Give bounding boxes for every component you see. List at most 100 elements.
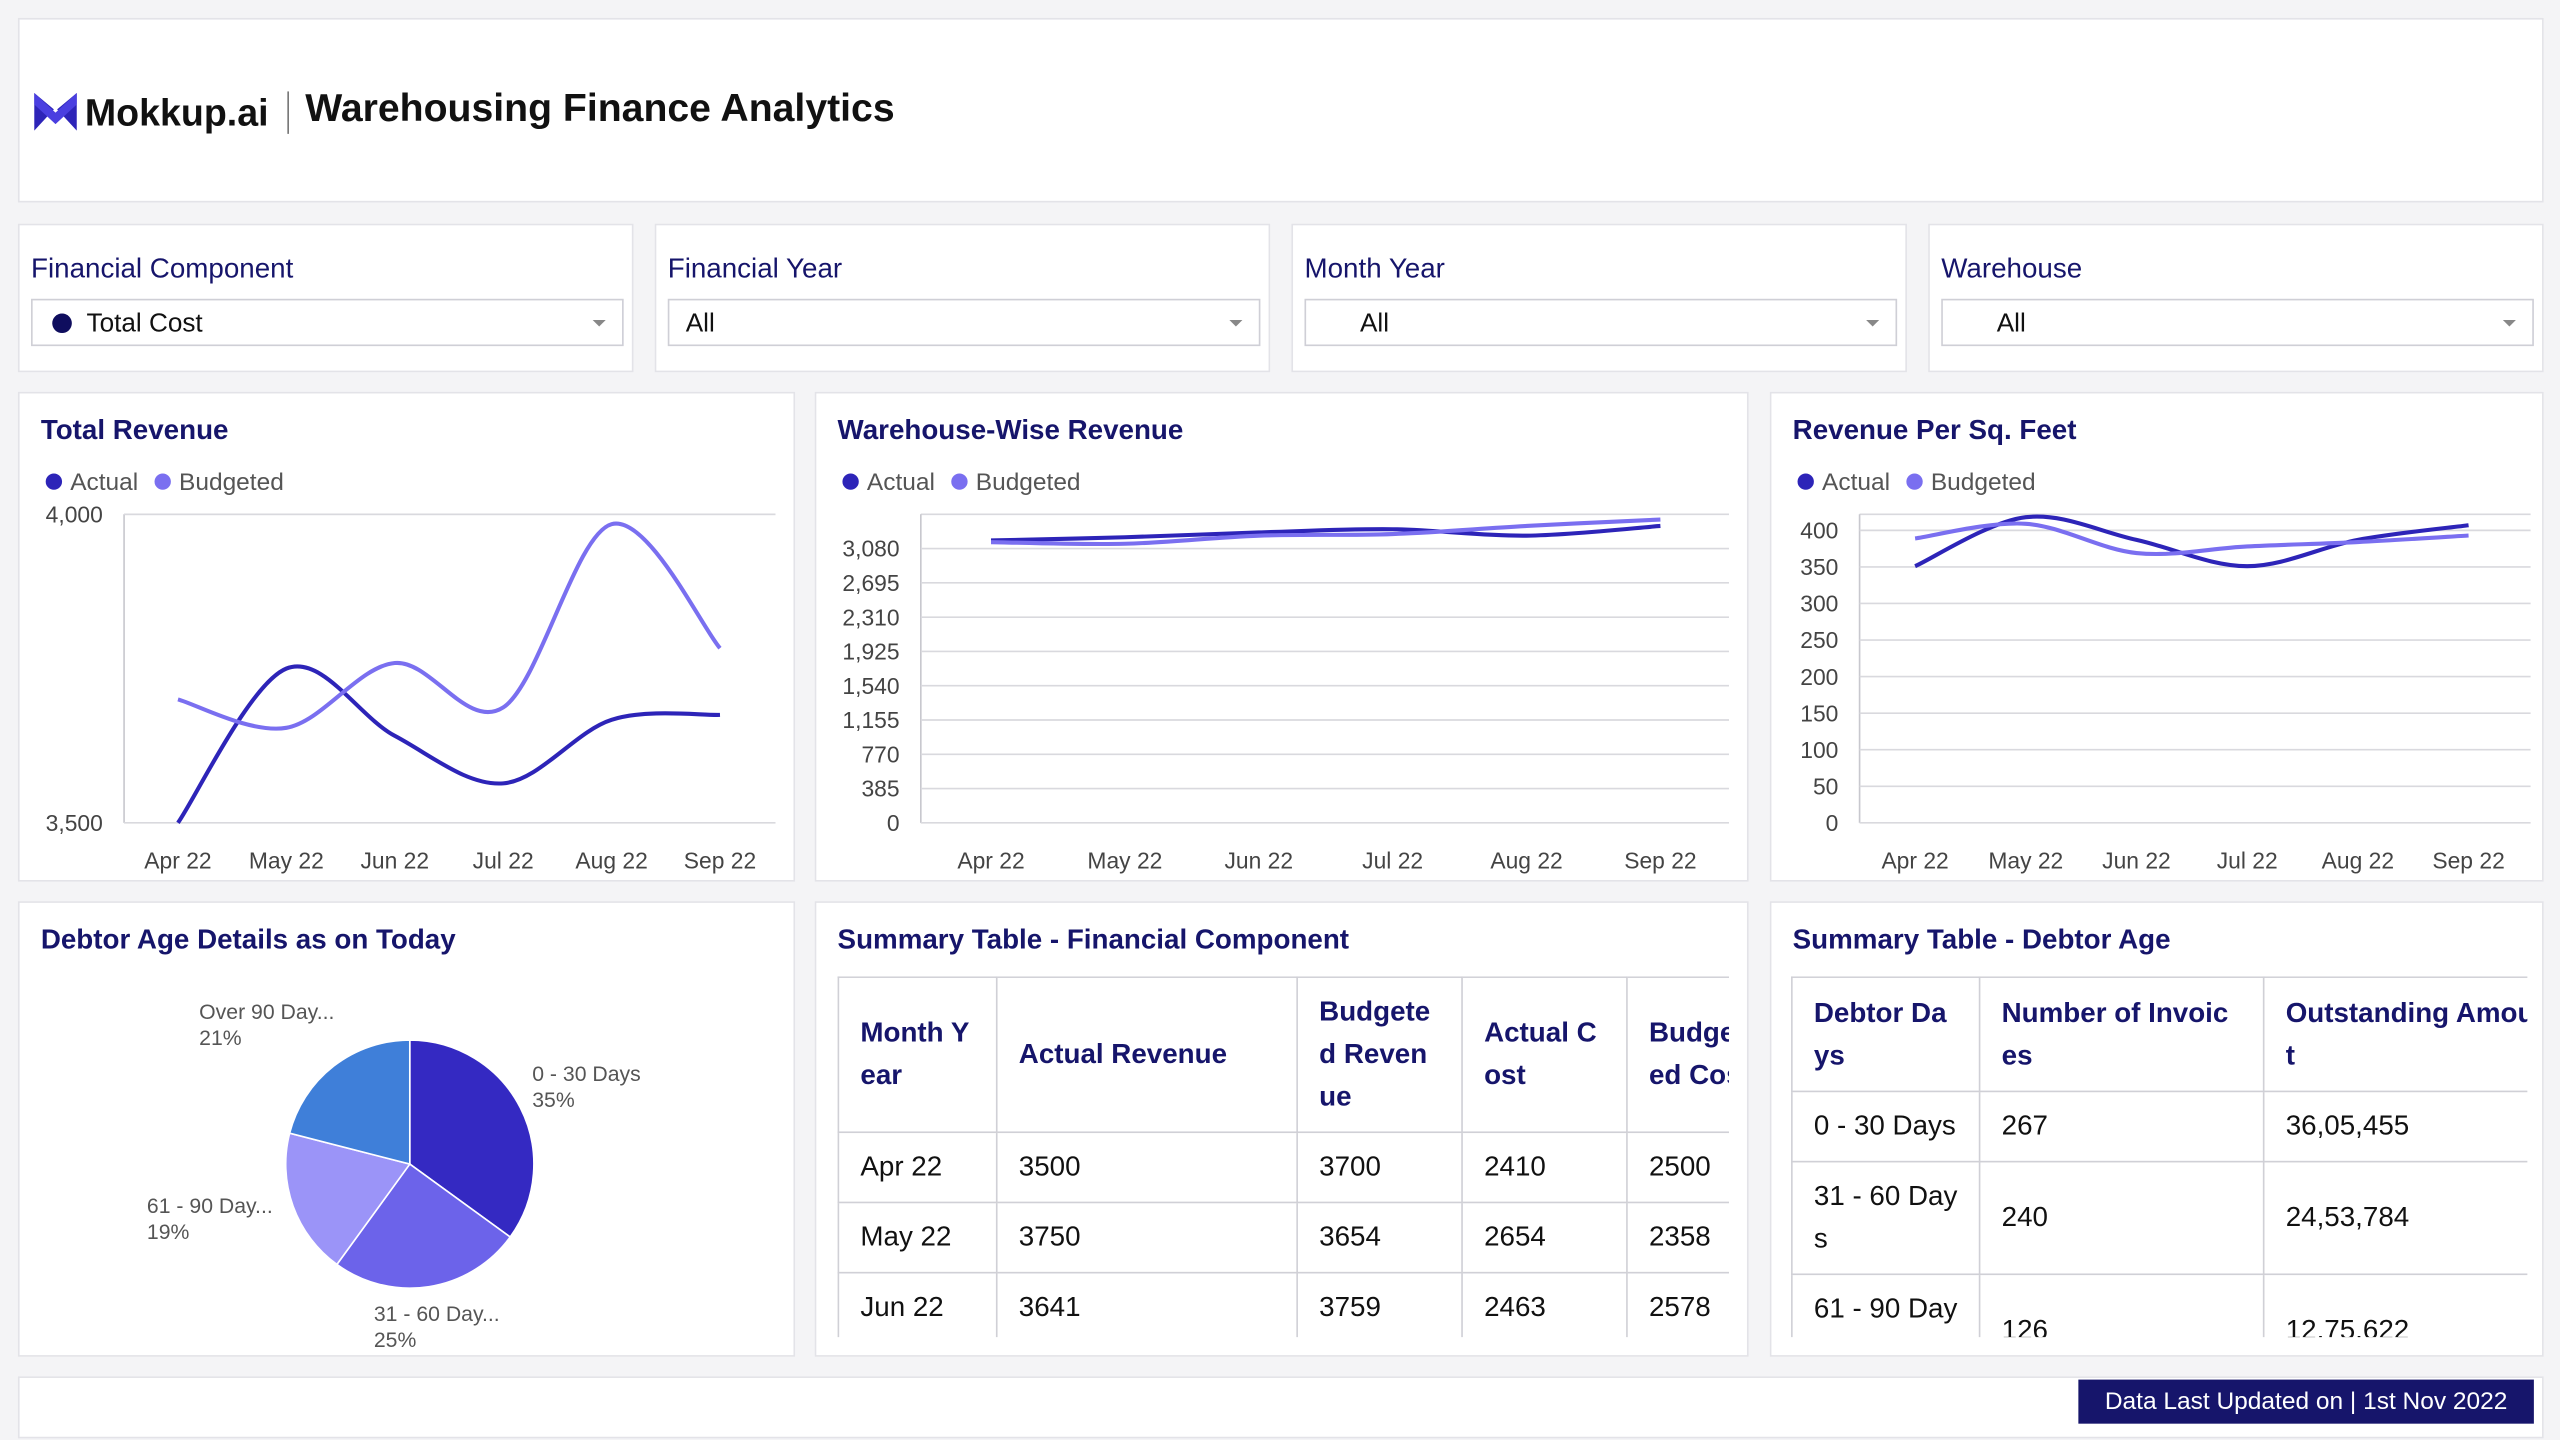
brand: Mokkup.ai	[84, 91, 269, 134]
pie-slice	[408, 1039, 535, 1239]
cell: 3750	[995, 1201, 1298, 1274]
x-tick-label: Jul 22	[1362, 848, 1423, 874]
x-tick-label: Aug 22	[575, 848, 647, 874]
table: Month Year Actual Revenue Budgeted Revenue…	[837, 976, 1729, 1338]
y-tick-label: 2,695	[842, 570, 899, 596]
cell: Apr 22	[837, 1131, 998, 1204]
filter-label: Warehouse	[1941, 253, 2083, 285]
y-tick-label: 100	[1800, 737, 1838, 763]
series-line	[1914, 521, 2469, 557]
x-tick-label: Aug 22	[2322, 848, 2394, 874]
series-line	[1914, 514, 2469, 569]
legend-label: Budgeted	[179, 469, 284, 496]
legend-marker	[1906, 473, 1923, 490]
cell: 2463	[1461, 1271, 1628, 1338]
chart-title: Warehouse-Wise Revenue	[837, 414, 1184, 446]
x-tick-label: May 22	[1988, 848, 2063, 874]
filter: Financial Component Total Cost	[17, 223, 634, 373]
logo	[34, 93, 77, 131]
legend-label: Actual	[1822, 469, 1890, 496]
legend-marker	[1797, 473, 1814, 490]
cell: 12,75,622	[2262, 1273, 2528, 1338]
arrow	[1229, 320, 1243, 327]
chart-title: Revenue Per Sq. Feet	[1792, 414, 2077, 446]
dropdown[interactable]: Total Cost	[31, 298, 624, 347]
column-header: Budgeted Revenue	[1296, 976, 1463, 1134]
slice-value-label: 25%	[374, 1329, 417, 1352]
cell: 2578	[1626, 1271, 1729, 1338]
series-line	[176, 664, 721, 825]
cell: Jun 22	[837, 1271, 998, 1338]
cell: 61 - 90 Days	[1791, 1273, 1981, 1338]
legend-label: Actual	[70, 469, 138, 496]
y-tick-label: 0	[887, 810, 900, 836]
separator	[287, 91, 289, 134]
table-clip: Debtor Days Number of Invoices Outstanding…	[1791, 976, 2528, 1338]
filter-label: Financial Year	[667, 253, 843, 285]
y-tick-label: 385	[861, 776, 899, 802]
x-tick-label: May 22	[1087, 848, 1162, 874]
filter: Financial Year All	[654, 223, 1271, 373]
cell: 267	[1978, 1090, 2265, 1163]
pie-slice	[335, 1162, 512, 1289]
legend-marker	[951, 473, 968, 490]
header: Mokkup.ai Warehousing Finance Analytics	[17, 17, 2544, 203]
footer: Data Last Updated on | 1st Nov 2022	[17, 1376, 2544, 1439]
dot	[52, 313, 72, 334]
row: May 22 3750 3654 2654 2358	[837, 1201, 1729, 1274]
cell: 2358	[1626, 1201, 1729, 1274]
cell: 36,05,455	[2262, 1090, 2528, 1163]
filter-label: Month Year	[1304, 253, 1445, 285]
column-header: Outstanding Amount	[2262, 976, 2528, 1093]
dropdown-value: All	[1360, 310, 1390, 338]
x-tick-label: Sep 22	[1624, 848, 1696, 874]
row: 31 - 60 Days 240 24,53,784	[1791, 1160, 2528, 1276]
column-header: Budgeted Cost	[1626, 976, 1729, 1134]
slice-value-label: 35%	[532, 1089, 575, 1112]
cell: 3759	[1296, 1271, 1463, 1338]
table-panel: Summary Table - Financial Component Mont…	[814, 901, 1749, 1357]
row: Jun 22 3641 3759 2463 2578	[837, 1271, 1729, 1338]
column-header: Actual Revenue	[995, 976, 1298, 1134]
table-title: Summary Table - Debtor Age	[1792, 924, 2171, 956]
filter: Warehouse All	[1928, 223, 2544, 373]
y-tick-label: 3,080	[842, 536, 899, 562]
cell: 3641	[995, 1271, 1298, 1338]
legend-marker	[842, 473, 859, 490]
y-tick-label: 770	[861, 741, 899, 767]
table-panel: Summary Table - Debtor Age Debtor Days Nu…	[1769, 901, 2544, 1357]
y-tick-label: 400	[1800, 518, 1838, 544]
y-tick-label: 1,925	[842, 639, 899, 665]
y-tick-label: 0	[1826, 810, 1839, 836]
header-row: Month Year Actual Revenue Budgeted Revenue…	[837, 976, 1729, 1134]
y-tick-label: 50	[1813, 773, 1838, 799]
dropdown[interactable]: All	[667, 298, 1261, 347]
slice-label: Over 90 Day...	[199, 1001, 334, 1024]
slice-label: 0 - 30 Days	[532, 1063, 641, 1086]
legend-marker	[154, 473, 171, 490]
dropdown-value: All	[1996, 310, 2026, 338]
header-row: Debtor Days Number of Invoices Outstanding…	[1791, 976, 2528, 1093]
dropdown[interactable]: All	[1941, 298, 2534, 347]
cell: 2500	[1626, 1131, 1729, 1204]
x-tick-label: Sep 22	[684, 848, 756, 874]
chart-panel: Total Revenue 3,500 4,000 Apr 22 May 22 Jun …	[17, 391, 796, 882]
chart: 0 385 770 1,155 1,540 1,925 2,310 2,695 3,080 Apr…	[842, 469, 1729, 874]
cell: 24,53,784	[2262, 1160, 2528, 1276]
row: 61 - 90 Days12612,75,622	[1791, 1273, 2528, 1338]
legend-label: Actual	[867, 469, 935, 496]
x-tick-label: Apr 22	[1881, 848, 1948, 874]
x-tick-label: Jul 22	[2217, 848, 2278, 874]
cell: 2654	[1461, 1201, 1628, 1274]
arrow	[1866, 320, 1880, 327]
x-tick-label: Jul 22	[473, 848, 534, 874]
dropdown[interactable]: All	[1304, 298, 1898, 347]
filter-label: Financial Component	[31, 253, 294, 285]
page-title: Warehousing Finance Analytics	[305, 86, 895, 131]
slice-value-label: 21%	[199, 1027, 242, 1050]
table: Debtor Days Number of Invoices Outstanding…	[1791, 976, 2528, 1338]
x-tick-label: Apr 22	[957, 848, 1024, 874]
row: Apr 22 3500 3700 2410 2500	[837, 1131, 1729, 1204]
x-tick-label: Jun 22	[360, 848, 429, 874]
